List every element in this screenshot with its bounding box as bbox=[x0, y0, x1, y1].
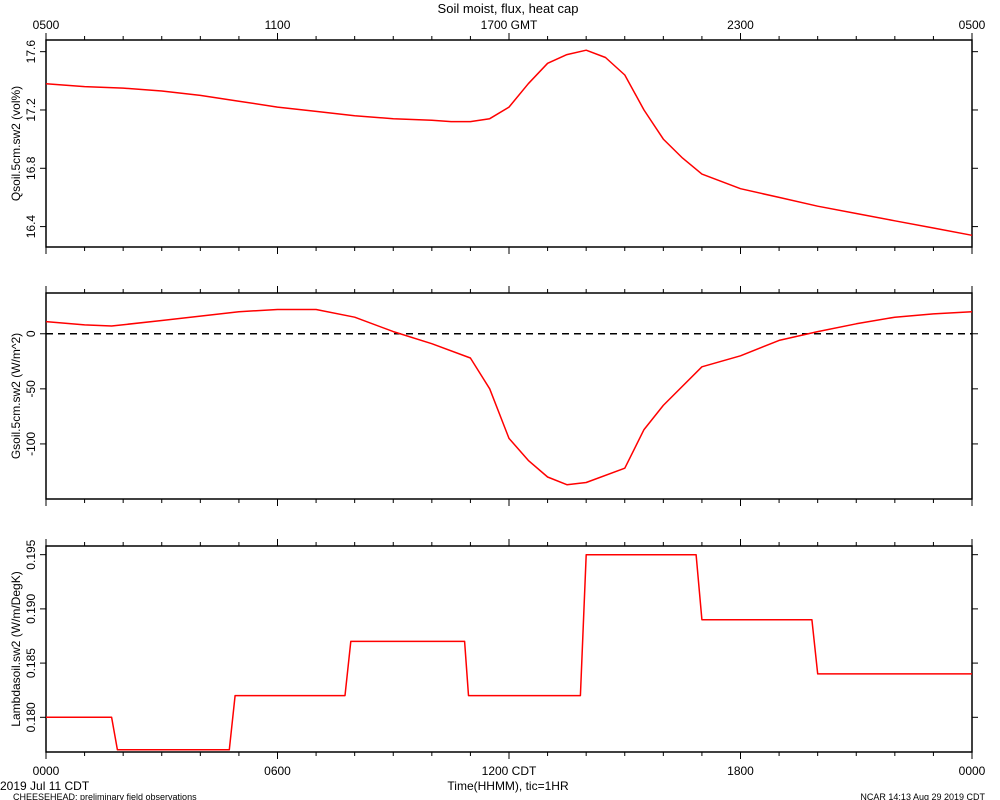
footer-date: 2019 Jul 11 CDT bbox=[0, 779, 90, 793]
plot-frame-soil-moisture bbox=[45, 39, 973, 248]
x-axis-label: Time(HHMM), tic=1HR bbox=[447, 779, 569, 793]
y-tick-label: 16.8 bbox=[24, 156, 38, 180]
plot-frame-soil-thermal-conductivity bbox=[45, 545, 973, 753]
bottom-axis-tick-labels: 0000 0600 1200 CDT 1800 0000 bbox=[33, 764, 986, 778]
top-tick-label: 1700 GMT bbox=[481, 18, 538, 32]
bottom-tick-label: 0000 bbox=[959, 764, 986, 778]
y-axis-label-soil-moisture: Qsoil.5cm.sw2 (vol%) bbox=[9, 86, 23, 201]
chart-title: Soil moist, flux, heat cap bbox=[438, 1, 579, 16]
bottom-tick-label: 1200 CDT bbox=[482, 764, 537, 778]
bottom-tick-label: 1800 bbox=[727, 764, 754, 778]
y-tick-label: 17.6 bbox=[24, 40, 38, 64]
top-tick-label: 0500 bbox=[959, 18, 986, 32]
bottom-tick-label: 0600 bbox=[264, 764, 291, 778]
top-tick-label: 0500 bbox=[33, 18, 60, 32]
y-tick-label: 0.195 bbox=[24, 539, 38, 569]
y-tick-label: 0 bbox=[24, 330, 38, 337]
top-axis-tick-labels: 0500 1100 1700 GMT 2300 0500 bbox=[33, 18, 986, 32]
footer-project-note: CHEESEHEAD: preliminary field observatio… bbox=[13, 792, 197, 800]
y-tick-label: 0.190 bbox=[24, 594, 38, 624]
plot-frame-soil-heat-flux bbox=[45, 292, 973, 500]
y-tick-label: 17.2 bbox=[24, 98, 38, 122]
bottom-tick-label: 0000 bbox=[33, 764, 60, 778]
top-tick-label: 2300 bbox=[727, 18, 754, 32]
y-tick-label: 0.180 bbox=[24, 702, 38, 732]
series-line-soil-moisture bbox=[45, 49, 973, 237]
y-axis-label-soil-heat-flux: Gsoil.5cm.sw2 (W/m^2) bbox=[9, 333, 23, 459]
series-line-soil-thermal-conductivity bbox=[46, 553, 972, 751]
top-tick-label: 1100 bbox=[265, 18, 291, 32]
y-tick-label: -50 bbox=[24, 380, 38, 398]
y-axis-label-soil-thermal-conductivity: Lambdasoil.sw2 (W/m/DegK) bbox=[9, 571, 23, 726]
y-tick-label: 16.4 bbox=[24, 215, 38, 239]
series-line-soil-heat-flux bbox=[45, 308, 973, 486]
panel-soil-moisture: 16.4 16.8 17.2 17.6 Qsoil.5cm.sw2 (vol%) bbox=[9, 33, 978, 254]
footer-timestamp: NCAR 14:13 Aug 29 2019 CDT bbox=[860, 792, 985, 800]
y-tick-label: -100 bbox=[24, 432, 38, 456]
y-tick-label: 0.185 bbox=[24, 648, 38, 678]
